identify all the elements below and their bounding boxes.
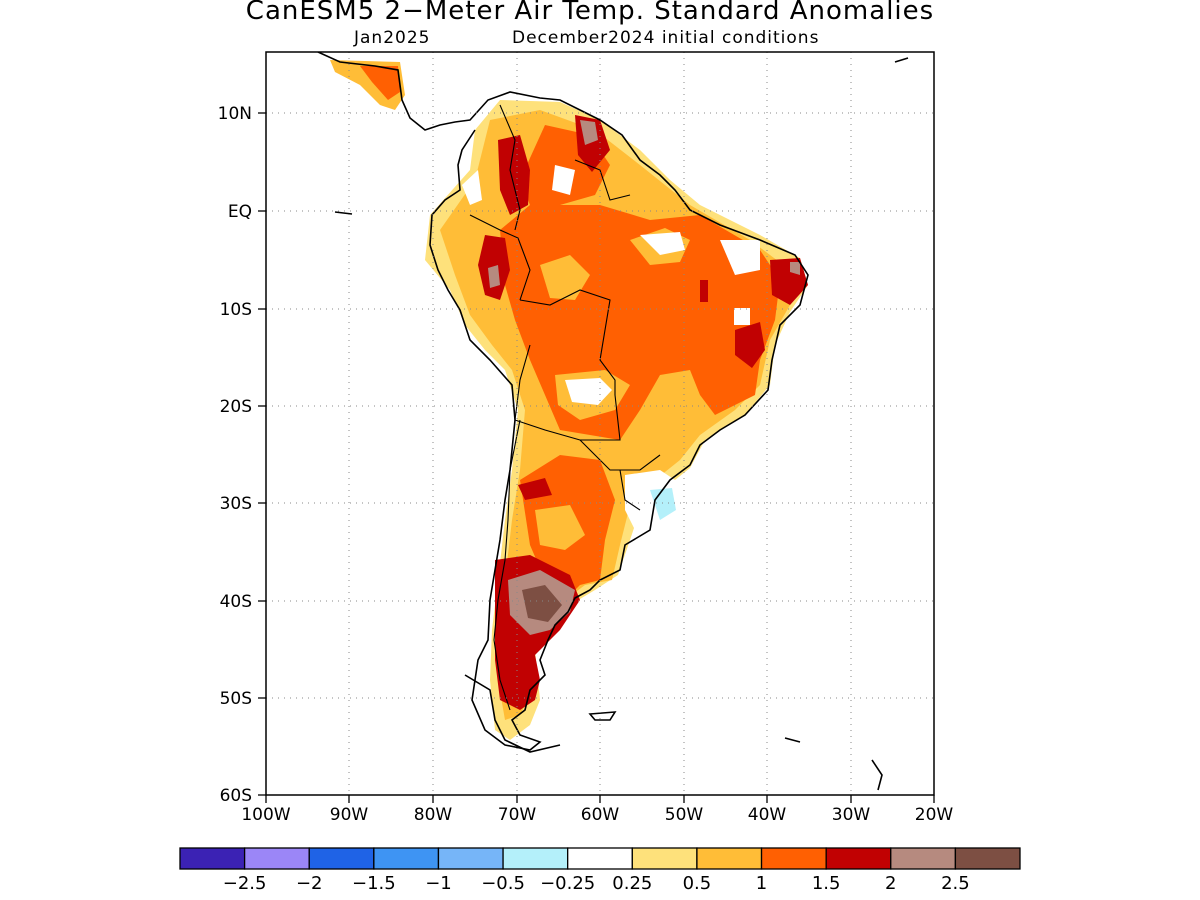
colorbar-tick-label: −2.5 xyxy=(223,873,267,894)
colorbar-swatch xyxy=(373,847,440,870)
colorbar-swatch xyxy=(243,847,310,870)
colorbar-tick-label: 1 xyxy=(756,873,767,894)
lat-label: EQ xyxy=(228,202,252,222)
colorbar-swatch xyxy=(308,847,375,870)
colorbar-tick-label: −2 xyxy=(296,873,323,894)
lon-label: 70W xyxy=(498,805,537,825)
colorbar-swatch xyxy=(631,847,698,870)
colorbar-tick-label: 0.25 xyxy=(612,873,652,894)
lat-label: 20S xyxy=(220,397,252,417)
lat-label: 40S xyxy=(220,592,252,612)
coastlines xyxy=(317,52,909,791)
colorbar-swatch xyxy=(890,847,957,870)
colorbar-swatch xyxy=(696,847,763,870)
longitude-labels: 100W 90W 80W 70W 60W 50W 40W 30W 20W xyxy=(241,805,953,825)
colorbar-tick-label: 2.5 xyxy=(941,873,970,894)
anomaly-shading xyxy=(330,60,808,740)
lon-label: 90W xyxy=(330,805,369,825)
lon-label: 100W xyxy=(241,805,290,825)
lon-label: 80W xyxy=(414,805,453,825)
axis-ticks xyxy=(258,112,935,803)
country-borders xyxy=(469,104,661,711)
subtitle-initial-conditions: December2024 initial conditions xyxy=(512,28,820,48)
colorbar-swatch xyxy=(954,847,1021,870)
lon-label: 60W xyxy=(581,805,620,825)
subtitle-month: Jan2025 xyxy=(354,28,431,48)
colorbar-tick-label: −0.25 xyxy=(540,873,595,894)
lat-label: 60S xyxy=(220,786,252,806)
colorbar-swatch xyxy=(502,847,569,870)
colorbar-tick-label: −1 xyxy=(425,873,452,894)
lat-label: 10S xyxy=(220,300,252,320)
lon-label: 20W xyxy=(915,805,954,825)
lon-label: 40W xyxy=(748,805,787,825)
colorbar-labels: −2.5 −2 −1.5 −1 −0.5 −0.25 0.25 0.5 1 1.5 2 2.5 xyxy=(223,873,970,894)
colorbar-swatch xyxy=(437,847,504,870)
colorbar-tick-label: −1.5 xyxy=(352,873,396,894)
lon-label: 50W xyxy=(665,805,704,825)
colorbar-swatch xyxy=(760,847,827,870)
lat-label: 50S xyxy=(220,689,252,709)
colorbar-tick-label: 1.5 xyxy=(812,873,841,894)
colorbar-tick-label: 2 xyxy=(885,873,896,894)
lat-label: 30S xyxy=(220,494,252,514)
colorbar-tick-label: −0.5 xyxy=(481,873,525,894)
colorbar-swatch xyxy=(179,847,246,870)
latitude-labels: 10N EQ 10S 20S 30S 40S 50S 60S xyxy=(218,104,252,806)
colorbar-tick-label: 0.5 xyxy=(683,873,712,894)
map-title: CanESM5 2−Meter Air Temp. Standard Anoma… xyxy=(245,0,935,26)
colorbar xyxy=(179,847,1021,870)
colorbar-swatch xyxy=(567,847,633,870)
lon-label: 30W xyxy=(832,805,871,825)
lat-label: 10N xyxy=(218,104,252,124)
colorbar-swatch xyxy=(825,847,892,870)
